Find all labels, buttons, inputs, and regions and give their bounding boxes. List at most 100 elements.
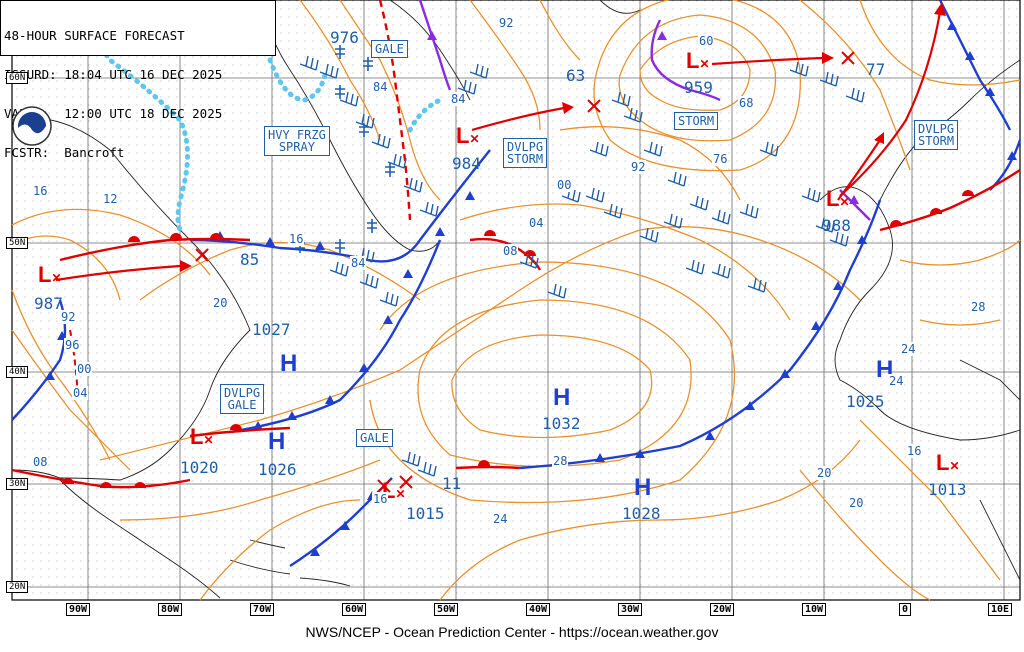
freezing-spray-symbol (367, 219, 377, 233)
forecast-header: 48-HOUR SURFACE FORECAST ISSURD: 18:04 U… (0, 0, 276, 159)
isobar (559, 126, 741, 201)
wind-barb (339, 91, 359, 107)
high-symbol: H (268, 428, 286, 455)
pressure-value: 1032 (542, 414, 581, 433)
warm-front-semicircle (930, 208, 942, 214)
lat-label-50n: 50N (6, 237, 29, 249)
occluded-front (418, 0, 452, 91)
isobar-label: 28 (970, 300, 987, 314)
low-track-arrow (839, 11, 942, 197)
isobar (451, 334, 653, 439)
isobar-label: 16 (906, 444, 923, 458)
warm-front (189, 426, 291, 438)
isobar-label: 96 (64, 338, 81, 352)
isobar-label: 84 (450, 92, 467, 106)
freezing-spray-symbol (335, 45, 345, 59)
cold-front-triangle (985, 87, 995, 96)
isobar-label: 92 (60, 310, 77, 324)
wind-barb (299, 55, 319, 71)
cold-front-triangle (45, 371, 55, 380)
wind-barb (815, 217, 835, 233)
pressure-value: 959 (684, 78, 713, 97)
low-symbol: L✕ (826, 186, 850, 211)
warm-front-semicircle (134, 482, 146, 488)
cold-front-triangle (857, 235, 867, 244)
coastline (389, 0, 471, 101)
warm-front (59, 237, 251, 262)
low-track-arrow (837, 139, 881, 201)
header-forecaster: FCSTR: Bancroft (4, 145, 125, 160)
lon-label-40w: 40W (526, 603, 551, 616)
wind-barb (387, 153, 407, 169)
lon-label-70w: 70W (250, 603, 275, 616)
pressure-value: 987 (34, 294, 63, 313)
warning-box-developing-storm-east: DVLPG STORM (914, 120, 959, 150)
lat-label-20n: 20N (6, 581, 29, 593)
low-track-arrow-head (180, 260, 192, 272)
cold-front-triangle (833, 281, 843, 290)
warm-front (879, 169, 1021, 232)
low-track-arrow (711, 56, 823, 66)
wind-barb (359, 273, 379, 289)
isobar-label: 08 (502, 244, 519, 258)
lat-label-30n: 30N (6, 478, 29, 490)
lat-label-60n: 60N (6, 72, 29, 84)
coastline (959, 359, 1021, 401)
warning-box-storm: STORM (674, 112, 719, 130)
pressure-value: 988 (822, 216, 851, 235)
future-position-marker (195, 248, 209, 262)
lon-label-10e: 10E (988, 603, 1013, 616)
warm-front-semicircle (230, 424, 242, 430)
isobar (119, 459, 381, 521)
isobar (11, 235, 121, 301)
low-track-arrow (471, 106, 565, 132)
ice-edge (267, 57, 328, 103)
pressure-value: 77 (866, 60, 886, 79)
pressure-value: 1025 (846, 392, 885, 411)
wind-barb (711, 263, 731, 279)
isobar-label: 92 (630, 160, 647, 174)
wind-barb (845, 87, 865, 103)
cold-front-triangle (811, 321, 821, 330)
trough (378, 0, 412, 221)
isobar (639, 35, 751, 111)
warm-front-semicircle (524, 250, 536, 256)
wind-barb (819, 71, 839, 87)
isobar-label: 20 (816, 466, 833, 480)
warning-box-developing-gale: DVLPG GALE (220, 384, 265, 414)
pressure-value: 63 (566, 66, 586, 85)
isobar (199, 499, 361, 601)
isobar-label: 24 (900, 342, 917, 356)
warm-front-semicircle (210, 233, 222, 239)
wind-barb (547, 283, 567, 299)
lon-label-80w: 80W (158, 603, 183, 616)
isobar-label: 84 (372, 80, 389, 94)
isobar-label: 68 (738, 96, 755, 110)
cold-front-triangle (287, 411, 297, 420)
wind-barb (829, 231, 849, 247)
freezing-spray-symbol (363, 57, 373, 71)
pressure-value: 1015 (406, 504, 445, 523)
freezing-spray-symbol (359, 123, 369, 137)
wind-barb (611, 91, 631, 107)
wind-barb (519, 253, 539, 269)
low-track-arrow-head (934, 2, 946, 16)
isobar (439, 439, 861, 601)
warm-front-semicircle (128, 236, 140, 242)
wind-barb (667, 171, 687, 187)
pressure-value: 1026 (258, 460, 297, 479)
noaa-logo (12, 106, 52, 146)
isobar (417, 299, 692, 468)
isobar-label: 16 (372, 492, 389, 506)
freezing-spray-symbol (335, 85, 345, 99)
isobar-label: 00 (76, 362, 93, 376)
low-symbol: L✕ (456, 123, 480, 148)
cold-front (519, 199, 882, 470)
wind-barb (589, 141, 609, 157)
low-symbol: L✕ (936, 450, 960, 475)
wind-barb (561, 187, 581, 203)
freezing-spray-symbol (335, 239, 345, 253)
isobar (459, 203, 791, 321)
isobar (899, 239, 1021, 266)
